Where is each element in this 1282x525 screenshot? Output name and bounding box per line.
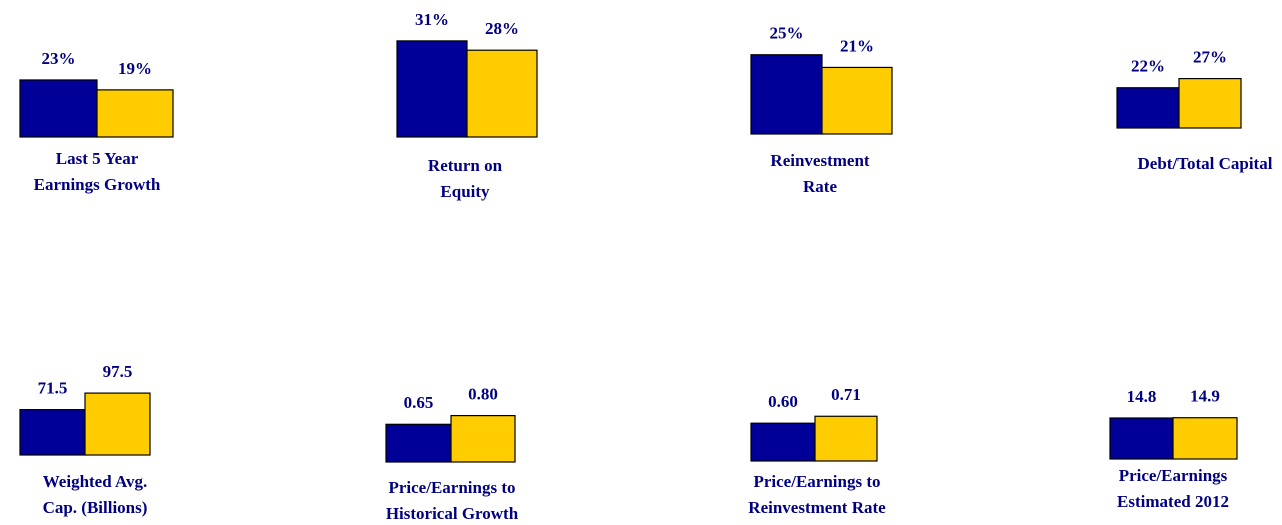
bar [750,54,823,135]
chart-title: Reinvestment [770,151,869,170]
value-label: 22% [1131,57,1165,76]
bar [1109,417,1174,460]
value-label: 27% [1193,47,1227,66]
chart-title: Debt/Total Capital [1138,154,1273,173]
value-label: 23% [42,49,76,68]
value-label: 0.60 [768,392,798,411]
value-label: 14.9 [1190,387,1220,406]
chart-title: Estimated 2012 [1117,492,1229,511]
chart-title: Equity [440,182,490,201]
value-label: 28% [485,19,519,38]
chart-title: Price/Earnings to [388,478,515,497]
value-label: 25% [770,24,804,43]
chart-title: Earnings Growth [34,175,161,194]
bar [1116,87,1180,129]
bar [96,89,174,138]
chart-title: Cap. (Billions) [43,498,148,517]
bar [396,40,468,138]
bar [466,49,538,138]
value-label: 97.5 [103,362,133,381]
bar [1172,417,1238,460]
bar [450,415,516,463]
bar [1178,77,1242,129]
bar [19,408,86,456]
bar [814,415,878,462]
bar [821,66,893,135]
chart-title: Return on [428,156,503,175]
chart-title: Price/Earnings to [753,472,880,491]
bar [19,79,98,138]
value-label: 71.5 [38,379,68,398]
bar [84,392,151,456]
value-label: 21% [840,36,874,55]
value-label: 0.65 [404,393,434,412]
chart-title: Weighted Avg. [43,472,148,491]
value-label: 14.8 [1127,387,1157,406]
value-label: 0.71 [831,385,861,404]
value-label: 19% [118,59,152,78]
value-label: 0.80 [468,385,498,404]
chart-title: Price/Earnings [1119,466,1228,485]
value-label: 31% [415,10,449,29]
chart-title: Historical Growth [386,504,519,523]
bar [750,422,816,462]
chart-title: Reinvestment Rate [748,498,886,517]
chart-title: Rate [803,177,837,196]
bar [385,423,452,463]
chart-title: Last 5 Year [56,149,139,168]
